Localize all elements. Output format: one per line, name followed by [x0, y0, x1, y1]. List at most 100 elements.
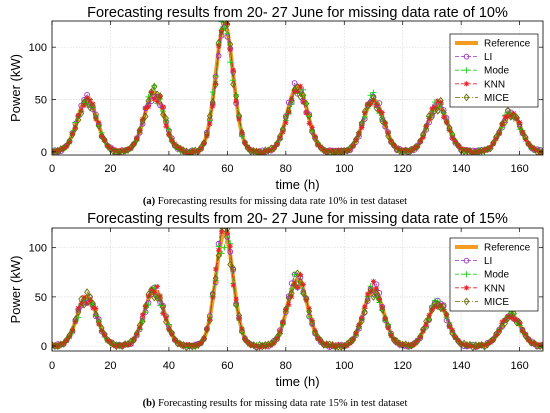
series-point-knn: [142, 105, 149, 111]
series-point-mice: [101, 135, 108, 144]
series-point-knn: [394, 340, 400, 346]
series-point-mice: [411, 144, 418, 153]
series-point-li: [148, 98, 155, 105]
chart-title: Forecasting results from 20- 27 June for…: [87, 211, 508, 227]
series-point-mice: [396, 339, 403, 348]
series-point-knn: [481, 342, 488, 348]
series-point-knn: [452, 335, 458, 341]
series-point-knn: [192, 342, 198, 349]
series-point-mice: [244, 144, 251, 152]
series-point-mice: [160, 303, 167, 312]
series-point-mice: [154, 90, 161, 99]
series-point-knn: [382, 120, 388, 126]
series-point-knn: [262, 344, 268, 350]
series-point-mice: [221, 228, 228, 233]
series-point-mice: [239, 128, 245, 137]
series-point-knn: [367, 101, 374, 107]
series-point-mice: [379, 305, 386, 314]
series-point-knn: [294, 88, 301, 95]
series-point-mice: [174, 143, 181, 152]
legend-label-knn: KNN: [484, 283, 505, 294]
x-tick-label: 140: [452, 360, 470, 372]
series-point-mice: [157, 92, 164, 101]
series-point-knn: [55, 344, 61, 350]
series-point-knn: [429, 307, 435, 313]
series-point-mice: [87, 292, 93, 301]
series-point-mice: [60, 339, 67, 348]
x-axis-label: time (h): [275, 177, 319, 192]
series-point-mice: [314, 333, 321, 342]
series-point-mice: [277, 132, 283, 141]
series-point-knn: [157, 93, 163, 99]
series-point-knn: [61, 340, 67, 346]
series-point-knn: [55, 147, 61, 154]
series-point-knn: [172, 141, 178, 147]
series-point-mice: [212, 80, 219, 89]
series-point-mice: [487, 144, 494, 153]
series-point-mice: [236, 311, 243, 320]
series-point-knn: [484, 340, 491, 347]
series-point-knn: [411, 145, 418, 151]
series-point-mice: [358, 119, 365, 128]
series-point-mice: [168, 136, 175, 145]
series-point-knn: [318, 144, 324, 150]
series-point-knn: [154, 99, 160, 105]
series-point-knn: [251, 148, 257, 154]
plot-content: [52, 228, 543, 351]
series-point-knn: [218, 29, 225, 35]
series-point-mice: [75, 115, 82, 124]
series-point-mice: [428, 113, 435, 121]
series-point-knn: [297, 272, 304, 278]
series-point-mice: [282, 113, 289, 122]
series-point-mice: [522, 132, 529, 141]
series-point-knn: [519, 129, 526, 135]
series-point-knn: [470, 150, 476, 155]
series-point-mice: [428, 306, 435, 315]
series-point-knn: [283, 306, 289, 313]
series-point-knn: [245, 144, 251, 150]
series-point-mice: [209, 290, 216, 299]
series-point-knn: [519, 328, 526, 334]
series-point-mice: [244, 338, 251, 347]
series-point-knn: [239, 129, 245, 135]
series-point-mice: [256, 148, 263, 155]
series-point-mice: [165, 325, 172, 333]
series-point-knn: [300, 99, 306, 105]
series-point-knn: [417, 138, 423, 144]
series-point-knn: [189, 149, 195, 155]
x-tick-label: 160: [510, 163, 528, 175]
series-point-knn: [362, 110, 368, 116]
series-point-knn: [145, 293, 152, 299]
series-point-mice: [297, 277, 304, 286]
series-point-knn: [347, 340, 353, 346]
series-point-knn: [172, 337, 178, 343]
series-point-mice: [329, 340, 336, 349]
series-point-mice: [101, 330, 108, 339]
series-point-knn: [481, 147, 488, 154]
series-point-knn: [461, 146, 467, 152]
series-point-mice: [241, 139, 248, 147]
series-point-knn: [438, 303, 444, 309]
legend-label-mice: MICE: [484, 297, 509, 308]
series-point-li: [376, 100, 383, 106]
series-point-knn: [373, 286, 380, 292]
series-point-knn: [522, 331, 529, 337]
series-point-knn: [116, 150, 122, 155]
series-point-knn: [251, 342, 257, 349]
series-point-knn: [335, 341, 342, 348]
series-point-mice: [423, 122, 430, 131]
series-point-knn: [324, 341, 330, 347]
series-point-knn: [300, 281, 306, 288]
series-point-knn: [84, 300, 90, 306]
x-tick-label: 20: [104, 163, 116, 175]
series-point-mice: [443, 117, 450, 126]
series-point-knn: [145, 104, 152, 110]
series-point-mice: [209, 98, 216, 107]
series-point-mice: [320, 340, 327, 349]
series-point-mice: [78, 109, 85, 118]
series-point-mice: [81, 98, 88, 107]
series-point-knn: [131, 336, 137, 342]
series-point-knn: [356, 322, 362, 328]
series-point-mice: [171, 335, 178, 344]
series-point-knn: [61, 145, 67, 151]
